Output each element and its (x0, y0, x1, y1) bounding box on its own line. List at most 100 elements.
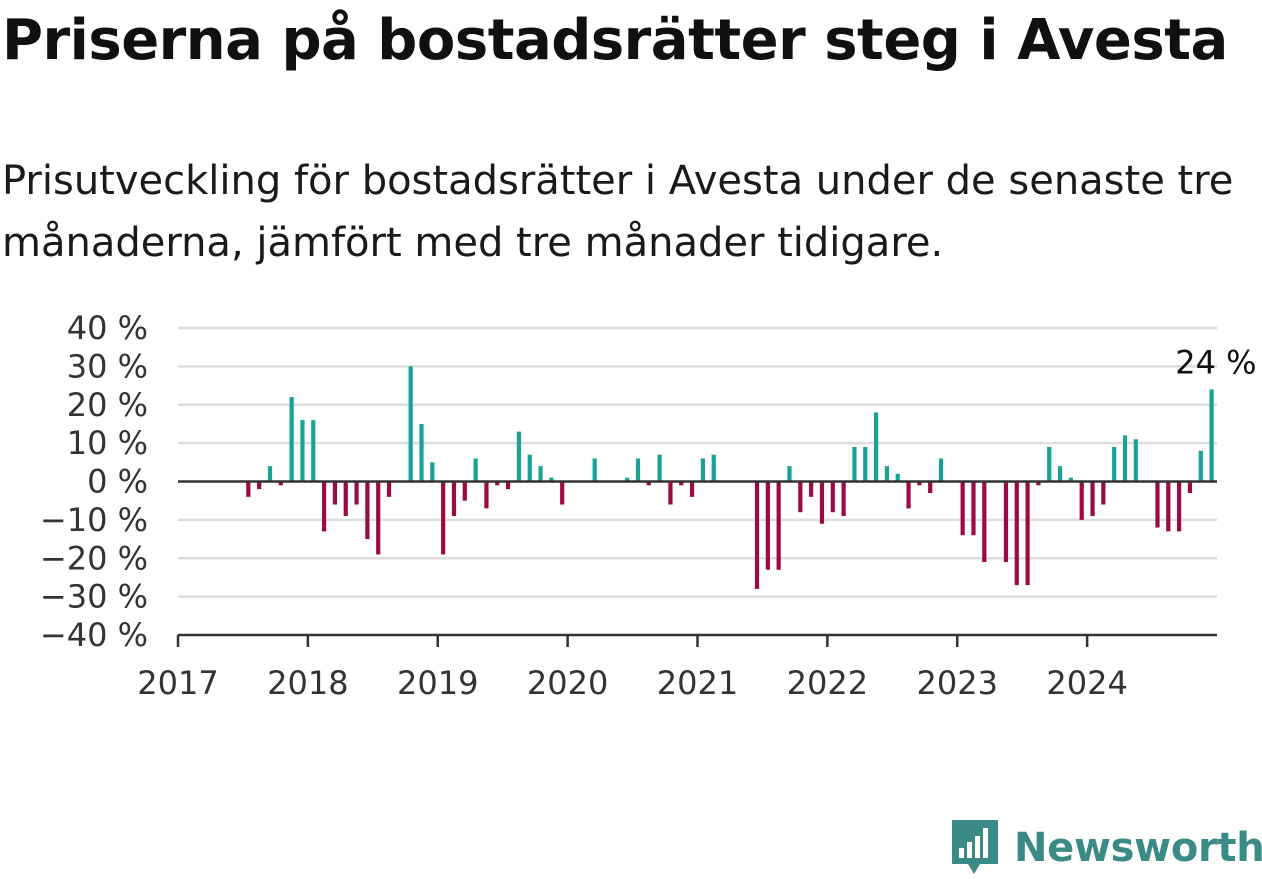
bar (754, 481, 760, 589)
bar (538, 466, 543, 482)
bar (441, 481, 446, 555)
bar (689, 481, 695, 497)
bar (311, 420, 316, 482)
bar (1014, 481, 1019, 586)
bar (1025, 481, 1030, 586)
bar (711, 454, 716, 482)
bar (451, 481, 457, 517)
x-tick-label: 2024 (1046, 664, 1127, 702)
bar (322, 481, 327, 532)
bar (246, 481, 251, 497)
last-value-annotation: 24 % (1175, 343, 1256, 381)
x-tick-label: 2020 (527, 664, 608, 702)
bar (1079, 481, 1084, 520)
y-tick-label: −10 % (40, 501, 148, 539)
x-tick-label: 2022 (787, 664, 868, 702)
bar (906, 481, 911, 509)
bar (938, 458, 944, 482)
bar (863, 446, 868, 482)
bar (625, 477, 630, 482)
bar (1036, 481, 1041, 486)
bar (376, 481, 381, 555)
bar (928, 481, 933, 494)
y-tick-label: 40 % (67, 309, 148, 347)
bar (1068, 477, 1073, 482)
bar (1177, 481, 1182, 532)
y-tick-labels: 40 %30 %20 %10 %0 %−10 %−20 %−30 %−40 % (40, 309, 148, 654)
bar (430, 462, 435, 482)
y-tick-label: −30 % (40, 578, 148, 616)
bar (668, 481, 673, 505)
bars (246, 366, 1214, 589)
bar (516, 431, 522, 482)
bar (300, 420, 305, 482)
bar (354, 481, 359, 505)
bar (1133, 439, 1138, 482)
bar (592, 458, 597, 482)
bar (549, 477, 554, 482)
y-tick-label: 0 % (87, 463, 148, 501)
logo-text: Newsworthy (1014, 825, 1262, 871)
bar (1112, 446, 1117, 482)
grid-lines (178, 326, 1217, 598)
y-tick-label: 10 % (67, 424, 148, 462)
bar (267, 466, 273, 482)
bar (289, 397, 294, 482)
bar (386, 481, 392, 497)
bar (257, 481, 262, 490)
bar (657, 454, 662, 482)
bar (419, 423, 424, 482)
bar (560, 481, 565, 505)
bar (830, 481, 835, 513)
bar (884, 466, 890, 482)
bar (505, 481, 511, 490)
bar (332, 481, 338, 505)
x-tick-labels: 2017 2018 2019 2020 2021 2022 2023 2024 (137, 664, 1128, 702)
bar (343, 481, 348, 517)
bar (852, 446, 857, 482)
bar (495, 481, 500, 486)
bar (527, 454, 532, 482)
bar (1003, 481, 1009, 563)
bar (895, 473, 900, 482)
chart-subtitle: Prisutveckling för bostadsrätter i Avest… (2, 158, 1234, 266)
bar (787, 466, 792, 482)
bar (1122, 435, 1128, 482)
y-tick-label: 30 % (67, 347, 148, 385)
bar (473, 458, 478, 482)
bar (679, 481, 684, 486)
bar (1090, 481, 1095, 517)
bar (809, 481, 814, 497)
bar (1155, 481, 1160, 528)
y-tick-label: 20 % (67, 386, 148, 424)
x-tick-label: 2018 (267, 664, 348, 702)
bar (646, 481, 651, 486)
newsworthy-icon (952, 820, 998, 874)
bar (408, 366, 413, 482)
bar (278, 481, 283, 486)
bar (1047, 446, 1052, 482)
bar (1187, 481, 1193, 494)
chart-title: Priserna på bostadsrätter steg i Avesta (2, 8, 1228, 73)
bar (1057, 466, 1063, 482)
bar (971, 481, 976, 536)
bar (776, 481, 781, 570)
bar (1198, 450, 1203, 482)
bar (484, 481, 489, 509)
bar (765, 481, 770, 570)
x-tick-label: 2021 (657, 664, 738, 702)
bar (365, 481, 370, 540)
bar (982, 481, 987, 563)
bar (873, 412, 879, 482)
bar (819, 481, 825, 524)
x-tick-label: 2017 (137, 664, 218, 702)
bar (462, 481, 467, 501)
bar (1166, 481, 1171, 532)
bar (798, 481, 803, 513)
bar (1101, 481, 1106, 505)
bar (635, 458, 641, 482)
x-tick-label: 2019 (397, 664, 478, 702)
bar (1209, 389, 1214, 482)
y-tick-label: −40 % (40, 616, 148, 654)
x-tick-label: 2023 (917, 664, 998, 702)
